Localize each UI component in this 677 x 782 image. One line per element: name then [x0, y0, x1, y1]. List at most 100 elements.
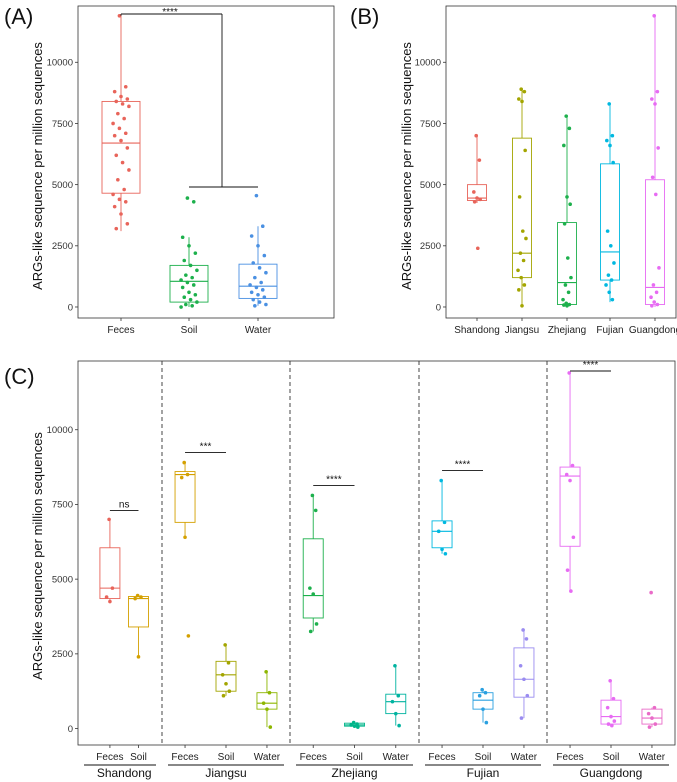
- panel-c-zhejiang-water-point: [390, 699, 395, 704]
- panel-c-jiangsu-soil-point: [227, 689, 232, 694]
- panel-a-water-point: [257, 266, 262, 270]
- panel-b-zhejiang-point: [563, 283, 568, 287]
- panel-c-guangdong-feces-point: [568, 478, 572, 483]
- panel-a-soil-point: [193, 251, 198, 255]
- panel-a-ytick-label: 0: [68, 302, 73, 313]
- panel-c-jiangsu-feces-point: [179, 475, 184, 480]
- panel-label-b: (B): [350, 4, 379, 29]
- panel-a-soil-point: [179, 305, 183, 309]
- panel-c-jiangsu-feces-point: [185, 472, 190, 477]
- panel-b-shandong-point: [475, 196, 479, 200]
- panel-c-guangdong-feces-point: [565, 568, 570, 572]
- panel-c-shandong-soil-box: [128, 596, 149, 628]
- panel-a-feces-point: [116, 177, 120, 182]
- panel-c-guangdong-soil-point: [606, 722, 611, 726]
- panel-c-guangdong-soil-point: [608, 678, 612, 683]
- panel-b-fujian-box: [600, 163, 620, 281]
- panel-c-jiangsu-soil-point: [226, 661, 231, 665]
- panel-c-significance-label: ****: [326, 474, 342, 485]
- panel-c-province-label: Shandong: [97, 766, 152, 780]
- panel-b-ytick-label: 7500: [420, 119, 441, 130]
- panel-c-guangdong-water-point: [649, 590, 653, 595]
- panel-c-jiangsu-water-point: [265, 707, 269, 711]
- panel-c-shandong-soil-point: [133, 596, 137, 601]
- panel-b-zhejiang-point: [562, 143, 566, 148]
- panel-c-fujian-feces-point: [439, 478, 444, 483]
- panel-c-significance-label: ns: [119, 499, 130, 510]
- panel-c-fujian-soil-point: [483, 690, 488, 695]
- panel-c-zhejiang-water-point: [396, 693, 401, 698]
- panel-a-water-point: [253, 303, 257, 308]
- panel-b-jiangsu-point: [519, 275, 524, 280]
- panel-b-guangdong-point: [656, 146, 660, 150]
- panel-c-ytick-label: 10000: [47, 425, 73, 436]
- panel-b-guangdong-point: [652, 13, 657, 18]
- panel-c-guangdong-water-point: [647, 725, 652, 729]
- panel-c-xtick-label: Soil: [218, 752, 235, 763]
- panel-c-fujian-water-box: [513, 647, 535, 698]
- panel-b-zhejiang-point: [567, 126, 572, 131]
- panel-b-ytick-label: 2500: [420, 241, 441, 252]
- panel-b-guangdong-point: [653, 192, 658, 197]
- panel-a-water-point: [251, 297, 256, 302]
- panel-c-guangdong-water-point: [650, 716, 654, 720]
- panel-c-zhejiang-water-box: [385, 693, 407, 715]
- panel-a-soil-point: [182, 258, 187, 263]
- panel-c-zhejiang-feces-point: [314, 622, 319, 626]
- panel-c-significance-label: ****: [583, 360, 599, 371]
- panel-c-zhejiang-water-point: [397, 723, 401, 728]
- panel-a-soil-point: [184, 302, 188, 307]
- panel-a-water-point: [249, 234, 254, 238]
- panel-a-feces-box: [101, 100, 141, 194]
- panel-b-jiangsu-point: [524, 236, 528, 241]
- panel-a-water-point: [249, 290, 254, 295]
- panel-c-shandong-soil-point: [139, 595, 143, 599]
- panel-c-xtick-label: Soil: [346, 752, 363, 763]
- panel-b-ytick-label: 5000: [420, 180, 441, 191]
- panel-c-jiangsu-soil-point: [220, 672, 225, 677]
- panel-c-xtick-label: Soil: [475, 752, 492, 763]
- panel-a-feces-point: [114, 226, 119, 231]
- panel-b-jiangsu-box: [512, 137, 532, 279]
- y-axis-title-c: ARGs-like sequence per million sequences: [30, 432, 45, 680]
- y-axis-title-b: ARGs-like sequence per million sequences: [399, 42, 414, 290]
- panel-c-jiangsu-soil-point: [224, 681, 228, 686]
- panel-b-zhejiang-point: [565, 256, 570, 260]
- panel-c-guangdong-feces-point: [571, 535, 576, 540]
- panel-c-guangdong-feces-point: [570, 463, 575, 468]
- panel-b-ytick-label: 10000: [415, 58, 441, 69]
- panel-a-xtick-label: Feces: [107, 325, 134, 336]
- panel-b-zhejiang-point: [562, 303, 566, 307]
- y-axis-title-a: ARGs-like sequence per million sequences: [30, 42, 45, 290]
- panel-c-shandong-feces-box: [99, 547, 121, 600]
- panel-b-guangdong-point: [652, 300, 657, 304]
- panel-b-fujian-point: [607, 290, 612, 295]
- panel-c-xtick-label: Water: [511, 752, 538, 763]
- panel-b-fujian-point: [605, 138, 609, 143]
- panel-a-soil-point: [188, 297, 193, 302]
- panel-c-jiangsu-soil-box: [215, 660, 237, 692]
- panel-c-fujian-soil-point: [477, 693, 482, 698]
- panel-a-feces-point: [117, 197, 122, 202]
- panel-b-guangdong-point: [650, 303, 654, 308]
- panel-b-shandong-point: [474, 133, 479, 138]
- panel-c-xtick-label: Feces: [556, 752, 583, 763]
- panel-c-zhejiang-soil-point: [349, 723, 353, 727]
- panel-a-ytick-label: 2500: [52, 241, 73, 252]
- panel-b-zhejiang-point: [565, 303, 569, 308]
- panel-c-ytick-label: 2500: [52, 649, 73, 660]
- panel-b-shandong-point: [478, 197, 482, 202]
- panel-c-fujian-water-point: [518, 664, 523, 668]
- panel-c-province-label: Guangdong: [580, 766, 643, 780]
- panel-c-guangdong-soil-point: [612, 719, 617, 723]
- panel-b-guangdong-point: [655, 302, 660, 307]
- panel-a-water-point: [262, 253, 267, 258]
- panel-c-xtick-label: Soil: [603, 752, 620, 763]
- panel-c-fujian-water-point: [522, 677, 526, 682]
- panel-a-soil-point: [180, 285, 185, 290]
- panel-c-xtick-label: Water: [639, 752, 666, 763]
- panel-a-feces-point: [114, 99, 119, 104]
- panel-c-frame: [77, 360, 676, 746]
- panel-a-feces-point: [112, 89, 117, 94]
- panel-c-fujian-water-point: [519, 716, 524, 720]
